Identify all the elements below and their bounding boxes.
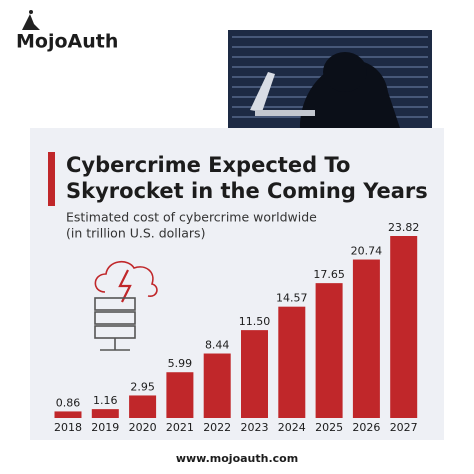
bar [278,306,306,418]
title-line: Skyrocket in the Coming Years [66,179,428,203]
bar [315,283,343,418]
value-label: 17.65 [313,268,345,281]
value-label: 2.95 [130,380,155,393]
value-label: 0.86 [56,396,81,409]
accent-bar [48,152,55,206]
bar [390,236,418,418]
brand: MojoAuth [16,31,118,53]
x-tick-label: 2019 [91,421,119,434]
x-tick-label: 2027 [390,421,418,434]
x-tick-label: 2020 [129,421,157,434]
bar [54,411,82,418]
value-label: 23.82 [388,221,420,234]
bar [91,409,119,418]
bar [166,372,194,418]
hacker-photo [228,30,432,128]
value-label: 1.16 [93,394,118,407]
bar [241,330,268,418]
x-tick-label: 2023 [241,421,269,434]
title-line: Cybercrime Expected To [66,153,350,177]
logo-icon [22,10,40,30]
x-tick-label: 2024 [278,421,306,434]
server-icon [94,261,158,351]
subtitle-line: Estimated cost of cybercrime worldwide [66,210,317,225]
x-tick-label: 2022 [203,421,231,434]
footer: www.mojoauth.com [176,452,298,465]
x-tick-label: 2025 [315,421,343,434]
x-tick-label: 2021 [166,421,194,434]
subtitle-line: (in trillion U.S. dollars) [66,226,205,241]
value-label: 20.74 [351,245,383,258]
value-label: 5.99 [168,357,193,370]
value-label: 14.57 [276,292,308,305]
bar [129,395,157,418]
value-label: 8.44 [205,339,230,352]
value-label: 11.50 [239,315,271,328]
bar [203,353,231,418]
bar [352,259,380,418]
x-tick-label: 2026 [352,421,380,434]
x-tick-label: 2018 [54,421,82,434]
